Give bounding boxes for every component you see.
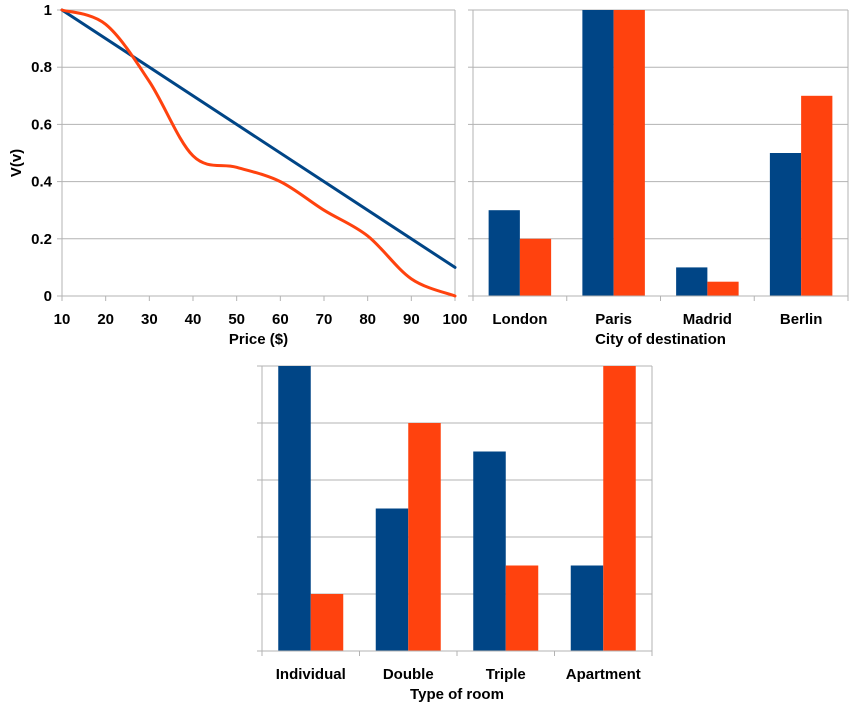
category-label: Berlin: [780, 311, 823, 328]
x-tick-label: 100: [442, 311, 467, 328]
bar-apartment-series-2: [603, 366, 636, 651]
category-label: Double: [383, 666, 434, 683]
bar-paris-series-1: [582, 10, 614, 296]
bar-berlin-series-1: [769, 153, 802, 296]
x-axis-title: Price ($): [229, 331, 288, 348]
bar-triple-series-1: [473, 451, 506, 651]
bar-london-series-1: [488, 210, 520, 296]
y-tick-label: 0.6: [31, 116, 52, 133]
category-label: Paris: [595, 311, 632, 328]
price-line-chart: 0 0.2 0.4 0.6 0.8 1 10 20 30 40 50 60 70 80 90 100 Price…: [8, 2, 468, 348]
bar-individual-series-2: [310, 594, 344, 651]
bar-madrid-series-1: [676, 267, 708, 296]
bar-madrid-series-2: [707, 281, 739, 296]
y-tick-label: 0.2: [31, 231, 52, 248]
y-axis-title: V(v): [8, 149, 25, 177]
x-axis-title: City of destination: [595, 331, 726, 348]
y-tick-label: 0.8: [31, 59, 52, 76]
bar-double-series-1: [375, 508, 409, 651]
x-tick-label: 30: [141, 311, 158, 328]
bar-paris-series-2: [613, 10, 645, 296]
bar-london-series-2: [519, 238, 552, 296]
category-label: Triple: [486, 666, 526, 683]
city-bar-chart: London Paris Madrid Berlin City of destinati…: [468, 9, 849, 348]
x-tick-label: 60: [272, 311, 289, 328]
series-line-2: [60, 8, 457, 298]
x-tick-label: 90: [403, 311, 420, 328]
x-tick-label: 70: [316, 311, 333, 328]
x-tick-label: 10: [54, 311, 71, 328]
category-label: London: [492, 311, 547, 328]
y-tick-label: 0: [44, 288, 52, 305]
bar-triple-series-2: [505, 565, 539, 651]
y-tick-label: 0.4: [31, 174, 53, 191]
category-label: Individual: [276, 666, 346, 683]
x-axis-title: Type of room: [410, 686, 504, 703]
x-tick-label: 20: [97, 311, 114, 328]
x-tick-label: 50: [228, 311, 245, 328]
y-tick-label: 1: [44, 2, 52, 19]
category-label: Apartment: [566, 666, 641, 683]
series-line-1: [60, 8, 457, 269]
x-tick-label: 80: [359, 311, 376, 328]
bar-individual-series-1: [278, 366, 311, 651]
bar-double-series-2: [408, 423, 441, 651]
bar-berlin-series-2: [801, 95, 833, 296]
bar-apartment-series-1: [570, 565, 604, 651]
x-tick-label: 40: [185, 311, 202, 328]
category-label: Madrid: [683, 311, 732, 328]
room-bar-chart: Individual Double Triple Apartment Type of r…: [257, 365, 653, 703]
